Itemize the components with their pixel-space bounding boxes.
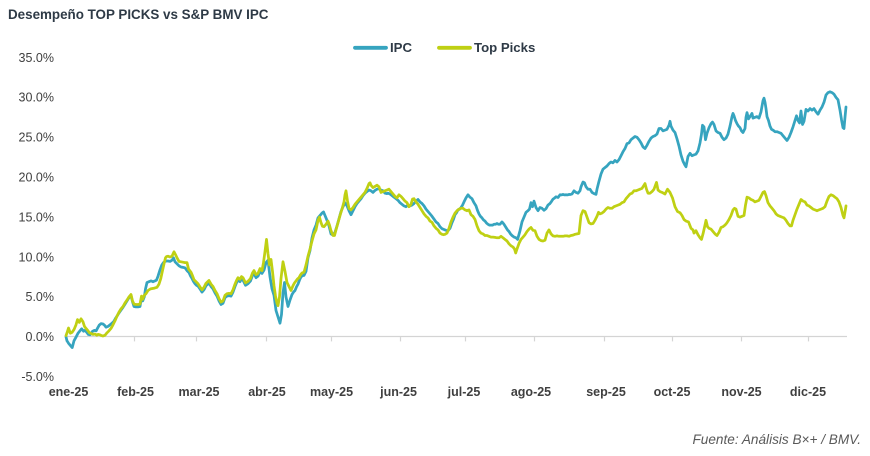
svg-text:may-25: may-25 [310,385,353,399]
svg-text:ene-25: ene-25 [49,385,89,399]
svg-text:IPC: IPC [390,40,412,55]
svg-text:sep-25: sep-25 [586,385,626,399]
svg-text:jun-25: jun-25 [379,385,417,399]
svg-text:25.0%: 25.0% [19,131,54,145]
svg-text:5.0%: 5.0% [26,290,55,304]
svg-text:35.0%: 35.0% [19,51,54,65]
svg-text:20.0%: 20.0% [19,171,54,185]
svg-text:Top Picks: Top Picks [474,40,535,55]
svg-text:dic-25: dic-25 [790,385,826,399]
svg-text:feb-25: feb-25 [117,385,154,399]
svg-text:10.0%: 10.0% [19,250,54,264]
svg-text:jul-25: jul-25 [447,385,481,399]
svg-text:-5.0%: -5.0% [21,370,54,384]
svg-text:oct-25: oct-25 [654,385,691,399]
svg-text:abr-25: abr-25 [248,385,286,399]
svg-text:0.0%: 0.0% [26,330,55,344]
svg-text:Desempeño TOP PICKS vs S&P BMV: Desempeño TOP PICKS vs S&P BMV IPC [8,7,269,22]
svg-text:Fuente: Análisis B×+ / BMV.: Fuente: Análisis B×+ / BMV. [693,432,862,447]
svg-text:ago-25: ago-25 [511,385,551,399]
svg-text:15.0%: 15.0% [19,210,54,224]
svg-text:mar-25: mar-25 [179,385,220,399]
svg-text:30.0%: 30.0% [19,91,54,105]
svg-text:nov-25: nov-25 [721,385,761,399]
